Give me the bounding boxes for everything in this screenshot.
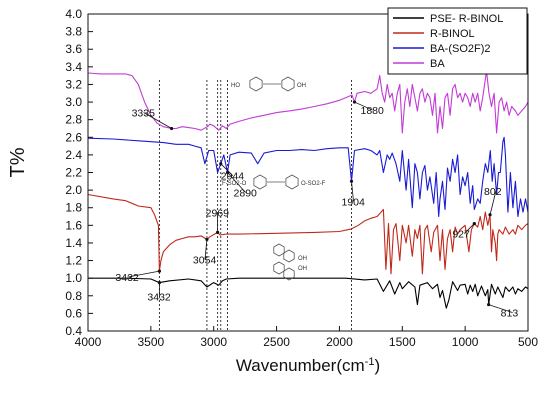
structure-layer: HO OH F-SO2-O O-SO2-F OH OH bbox=[222, 76, 326, 281]
binol-oh-2: OH bbox=[298, 266, 307, 272]
series-line-2 bbox=[87, 136, 529, 218]
annotation-leader bbox=[489, 190, 497, 215]
annotation-point bbox=[216, 230, 220, 234]
annotation-leader bbox=[488, 304, 513, 313]
y-tick-label: 1.6 bbox=[65, 218, 82, 232]
annotation-label: 1904 bbox=[341, 196, 365, 208]
binol-ring-1 bbox=[273, 243, 285, 257]
series-line-3 bbox=[87, 70, 529, 134]
x-axis-label-superscript: -1 bbox=[365, 356, 375, 368]
binol-ring-3 bbox=[273, 261, 285, 275]
y-tick-label: 2.0 bbox=[65, 183, 82, 197]
annotation-leader bbox=[354, 101, 373, 111]
annotation-label: 927 bbox=[452, 229, 470, 241]
so2f-ring-left bbox=[253, 174, 267, 190]
y-tick-label: 4.0 bbox=[65, 7, 82, 21]
ba-oh-right: OH bbox=[297, 83, 306, 89]
annotation-point bbox=[170, 126, 174, 131]
annotation-label: 3432 bbox=[115, 272, 139, 284]
legend-label: PSE- R-BINOL bbox=[430, 13, 503, 25]
binol-ring-2 bbox=[283, 249, 295, 263]
y-axis-label: T% bbox=[7, 147, 29, 177]
x-axis: 4000 3500 3000 2500 2000 1500 1000 500 bbox=[75, 326, 538, 349]
y-tick-label: 1.2 bbox=[65, 254, 82, 268]
annotation-leader bbox=[351, 181, 354, 202]
annotation-label: 3432 bbox=[147, 292, 171, 304]
legend-label: R-BINOL bbox=[430, 28, 475, 40]
legend-label: BA-(SO2F)2 bbox=[430, 43, 491, 55]
so2f-label-right: O-SO2-F bbox=[301, 181, 326, 187]
annotation-point bbox=[352, 100, 357, 104]
y-tick-label: 1.0 bbox=[65, 271, 82, 285]
x-tick-label: 3000 bbox=[200, 335, 227, 349]
annotation-label: 2969 bbox=[206, 207, 230, 219]
y-tick-label: 0.8 bbox=[65, 289, 82, 303]
legend-label: BA bbox=[430, 58, 445, 70]
x-axis-label-end: ) bbox=[374, 356, 380, 375]
binol-ring-4 bbox=[283, 267, 295, 281]
x-tick-label: 2500 bbox=[263, 335, 290, 349]
so2f-label-left: F-SO2-O bbox=[222, 181, 247, 187]
y-tick-label: 1.8 bbox=[65, 201, 82, 215]
x-tick-label: 500 bbox=[518, 335, 538, 349]
y-tick-label: 1.4 bbox=[65, 236, 82, 250]
annotation-label: 1880 bbox=[361, 105, 385, 117]
annotation-label: 2890 bbox=[234, 188, 258, 200]
x-tick-label: 3500 bbox=[138, 335, 165, 349]
annotation-leader bbox=[464, 223, 475, 234]
y-tick-label: 2.2 bbox=[65, 166, 82, 180]
ba-oh-left: HO bbox=[231, 83, 240, 89]
x-tick-label: 1000 bbox=[452, 335, 479, 349]
x-tick-label: 1500 bbox=[389, 335, 416, 349]
x-tick-label: 2000 bbox=[326, 335, 353, 349]
annotation-label: 3335 bbox=[132, 107, 156, 119]
y-tick-label: 0.4 bbox=[65, 324, 82, 338]
so2f-ring-right bbox=[285, 174, 299, 190]
annotation-point bbox=[205, 237, 209, 242]
y-axis: 0.4 0.6 0.8 1.0 1.2 1.4 1.6 1.8 2.0 2.2 2.4 2.6 2.8 3… bbox=[65, 7, 93, 338]
annotation-leader bbox=[143, 112, 172, 129]
x-axis-label: Wavenumber(cm-1) bbox=[236, 356, 380, 375]
binol-oh-1: OH bbox=[298, 256, 307, 262]
annotation-label: 3054 bbox=[193, 254, 217, 266]
annotation-leader bbox=[220, 163, 234, 176]
annotation-point bbox=[157, 280, 162, 285]
annotation-leader bbox=[127, 270, 160, 278]
y-tick-label: 3.4 bbox=[65, 60, 82, 74]
ba-ring-left bbox=[249, 76, 263, 92]
annotation-point bbox=[472, 221, 476, 226]
y-tick-label: 3.8 bbox=[65, 25, 82, 39]
series-layer bbox=[87, 70, 529, 309]
y-tick-label: 0.6 bbox=[65, 306, 82, 320]
annotation-layer: 3335 188029442890190429698029273432305481… bbox=[115, 100, 519, 320]
annotation-point bbox=[349, 179, 354, 183]
y-tick-label: 3.2 bbox=[65, 77, 82, 91]
annotation-point bbox=[219, 162, 223, 166]
y-tick-label: 2.4 bbox=[65, 148, 82, 162]
y-tick-label: 3.6 bbox=[65, 42, 82, 56]
y-tick-label: 2.8 bbox=[65, 113, 82, 127]
series-line-1 bbox=[87, 193, 529, 275]
annotation-leader bbox=[204, 239, 208, 260]
x-tick-label: 4000 bbox=[75, 335, 102, 349]
annotation-point bbox=[488, 213, 492, 217]
series-line-0 bbox=[88, 277, 529, 309]
annotation-label: 802 bbox=[484, 186, 502, 198]
annotation-point bbox=[225, 170, 230, 175]
ba-ring-right bbox=[281, 76, 295, 92]
annotation-leader bbox=[227, 172, 246, 193]
y-tick-label: 2.6 bbox=[65, 130, 82, 144]
annotation-label: 813 bbox=[501, 308, 519, 320]
y-tick-label: 3.0 bbox=[65, 95, 82, 109]
annotation-point bbox=[487, 302, 491, 307]
annotation-point bbox=[157, 269, 162, 273]
legend: PSE- R-BINOL R-BINOL BA-(SO2F)2 BA bbox=[387, 7, 528, 75]
